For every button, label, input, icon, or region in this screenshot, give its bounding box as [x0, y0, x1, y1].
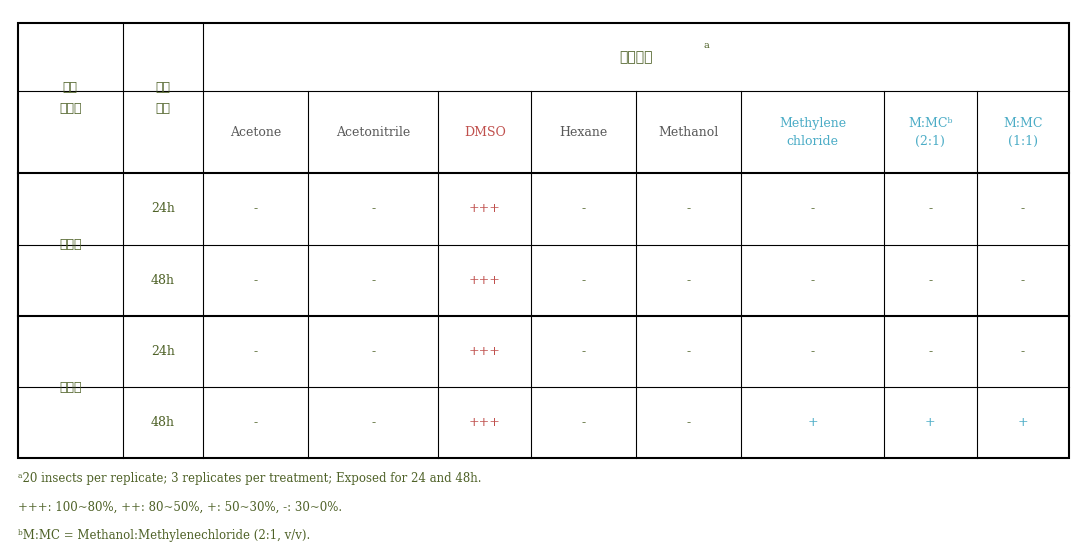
Text: +++: 100~80%, ++: 80~50%, +: 50~30%, -: 30~0%.: +++: 100~80%, ++: 80~50%, +: 50~30%, -: … [17, 500, 341, 514]
Text: -: - [582, 416, 586, 429]
Text: Methanol: Methanol [659, 125, 719, 139]
Text: -: - [1021, 202, 1025, 216]
Text: ᵃ20 insects per replicate; 3 replicates per treatment; Exposed for 24 and 48h.: ᵃ20 insects per replicate; 3 replicates … [17, 472, 482, 485]
Text: -: - [372, 416, 375, 429]
Text: 48h: 48h [151, 416, 175, 429]
Text: Acetonitrile: Acetonitrile [336, 125, 411, 139]
Text: Acetone: Acetone [230, 125, 282, 139]
Text: ᵇM:MC = Methanol:Methylenechloride (2:1, v/v).: ᵇM:MC = Methanol:Methylenechloride (2:1,… [17, 529, 310, 542]
Text: -: - [811, 345, 814, 358]
Text: M:MCᵇ
(2:1): M:MCᵇ (2:1) [908, 117, 952, 147]
Text: -: - [687, 274, 691, 287]
Text: M:MC
(1:1): M:MC (1:1) [1003, 117, 1042, 147]
Text: 24h: 24h [151, 202, 175, 216]
Text: -: - [582, 274, 586, 287]
Text: -: - [1021, 345, 1025, 358]
Text: -: - [928, 274, 933, 287]
Text: -: - [811, 202, 814, 216]
Text: -: - [372, 274, 375, 287]
Text: -: - [687, 202, 691, 216]
Text: 접촉법: 접촉법 [59, 381, 82, 394]
Text: 확인
시간: 확인 시간 [155, 81, 171, 116]
Text: -: - [1021, 274, 1025, 287]
Text: -: - [253, 416, 258, 429]
Text: a: a [703, 41, 710, 51]
Text: -: - [372, 345, 375, 358]
Text: 살충활성: 살충활성 [620, 50, 653, 64]
Text: +: + [1017, 416, 1028, 429]
Text: -: - [253, 202, 258, 216]
Text: +: + [808, 416, 817, 429]
Text: 생물
검정법: 생물 검정법 [59, 81, 82, 116]
Text: -: - [253, 274, 258, 287]
Text: -: - [928, 345, 933, 358]
Text: +: + [925, 416, 936, 429]
Text: -: - [687, 345, 691, 358]
Text: -: - [582, 202, 586, 216]
Text: -: - [811, 274, 814, 287]
Text: +++: +++ [468, 345, 501, 358]
Text: -: - [372, 202, 375, 216]
Text: Hexane: Hexane [560, 125, 608, 139]
Text: DMSO: DMSO [464, 125, 505, 139]
Text: Methylene
chloride: Methylene chloride [779, 117, 846, 147]
Text: +++: +++ [468, 274, 501, 287]
Text: -: - [253, 345, 258, 358]
Text: 24h: 24h [151, 345, 175, 358]
Text: 훈증법: 훈증법 [59, 238, 82, 251]
Text: +++: +++ [468, 202, 501, 216]
Bar [17, 23, 1070, 458]
Text: -: - [928, 202, 933, 216]
Text: +++: +++ [468, 416, 501, 429]
Text: -: - [582, 345, 586, 358]
Text: 48h: 48h [151, 274, 175, 287]
Text: -: - [687, 416, 691, 429]
